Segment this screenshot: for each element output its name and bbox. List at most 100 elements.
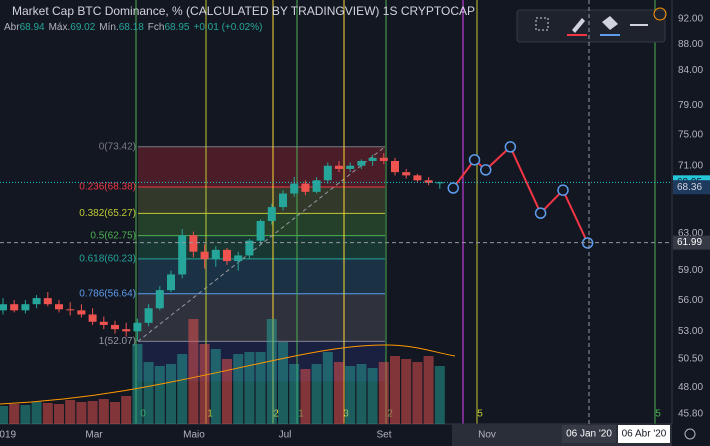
time-label: Set: [376, 430, 391, 441]
fill-icon[interactable]: [602, 16, 618, 30]
select-icon[interactable]: [535, 17, 549, 31]
volume-bar: [266, 319, 277, 424]
ohlc-value: 69.02: [70, 22, 95, 33]
candle-body: [424, 180, 433, 183]
ohlc-key: Mín.: [99, 22, 118, 33]
toolbar-box: [516, 9, 666, 43]
fib-label: 0.618(60.23): [79, 254, 136, 265]
candle-body: [99, 321, 108, 325]
price-tick-label: 50.50: [678, 353, 703, 364]
candle-body: [211, 249, 220, 260]
pen-icon[interactable]: [572, 18, 585, 33]
volume-bar: [110, 402, 120, 424]
candle-body: [256, 220, 265, 241]
volume-bar: [76, 402, 87, 424]
volume-bar: [300, 369, 311, 424]
volume-bar: [31, 402, 42, 424]
price-tick-label: 79.00: [678, 100, 703, 111]
volume-bar: [322, 352, 333, 424]
price-tick-label: 71.00: [678, 160, 703, 171]
fib-zone: [138, 235, 385, 259]
volume-bar: [434, 366, 445, 424]
fib-zone: [138, 293, 385, 342]
price-tick-label: 75.00: [678, 129, 703, 140]
candle-body: [290, 183, 299, 194]
volume-bar: [87, 401, 98, 424]
volume-bar: [412, 362, 423, 424]
volume-bar: [98, 399, 109, 424]
time-label: Maio: [183, 430, 205, 441]
candle-body: [335, 165, 343, 169]
time-label: Nov: [478, 430, 496, 441]
volume-bar: [278, 342, 288, 424]
price-tag-label: 61.99: [677, 237, 702, 248]
cycle-label: 1: [207, 409, 213, 420]
candle-body: [357, 160, 366, 166]
crosshair-time-box: [562, 425, 616, 443]
projection-point: [447, 182, 459, 194]
cycle-label: 5: [477, 409, 483, 420]
volume-bar: [311, 364, 322, 424]
volume-bar: [9, 404, 20, 424]
time-label: Jul: [279, 430, 292, 441]
candle-body: [413, 175, 422, 181]
volume-bar: [166, 364, 176, 424]
projection-point: [468, 154, 481, 166]
drawing-toolbar: [516, 9, 666, 43]
gear-icon[interactable]: [684, 428, 696, 440]
candle-body: [323, 165, 332, 181]
candle-body: [189, 235, 198, 252]
volume-bar: [345, 366, 356, 424]
volume-bar: [378, 362, 389, 424]
candle-body: [402, 172, 411, 176]
price-tick-label: 53.00: [678, 326, 703, 337]
fib-label: 0.236(68.38): [79, 182, 136, 193]
settings-icon[interactable]: [653, 7, 667, 21]
price-tick-label: 59.00: [678, 265, 703, 276]
ohlc-key: Máx.: [49, 22, 71, 33]
candle-body: [167, 274, 175, 291]
candle-body: [245, 240, 254, 256]
price-tag: [673, 235, 710, 250]
price-tick-label: 63.00: [678, 228, 703, 239]
fill-color[interactable]: [600, 34, 620, 36]
volume-bar: [132, 344, 143, 424]
candle-body: [43, 298, 52, 305]
candle-body: [122, 329, 131, 332]
projection-point: [504, 141, 517, 153]
ohlc-change: +0.01 (+0.02%): [193, 22, 262, 33]
price-tick-label: 88.00: [678, 39, 703, 50]
candle-body: [155, 290, 164, 309]
volume-bar: [54, 404, 64, 424]
candle-body: [88, 314, 97, 322]
candle-body: [368, 157, 377, 161]
fib-label: 1(52.07): [99, 336, 136, 347]
candle-body: [312, 180, 321, 192]
volume-ma: [0, 344, 456, 405]
volume-bar: [334, 362, 344, 424]
ohlc-value: 68.94: [20, 22, 45, 33]
pen-color[interactable]: [567, 34, 587, 36]
chart-title: Market Cap BTC Dominance, % (CALCULATED …: [12, 4, 475, 18]
price-tick-label: 84.00: [678, 65, 703, 76]
projection-point: [557, 184, 569, 196]
candle-body: [223, 249, 231, 262]
candle-body: [200, 251, 209, 260]
volume-bar: [367, 368, 378, 424]
price-tick-label: 56.00: [678, 295, 703, 306]
price-tick-label: 45.80: [678, 409, 703, 420]
candle-body: [178, 235, 187, 275]
cycle-label: 5: [655, 409, 661, 420]
volume-bar: [210, 349, 221, 424]
fib-label: 0.786(56.64): [79, 288, 136, 299]
candle-body: [55, 304, 63, 310]
crosshair-time: 06 Jan '20: [566, 429, 612, 440]
candle-body: [234, 255, 243, 262]
volume-bar: [423, 356, 434, 424]
candle-body: [133, 322, 142, 332]
fib-label: 0.5(62.75): [90, 230, 136, 241]
cycle-label: 0: [140, 409, 146, 420]
candle-body: [346, 165, 355, 169]
volume-bar: [42, 403, 53, 424]
